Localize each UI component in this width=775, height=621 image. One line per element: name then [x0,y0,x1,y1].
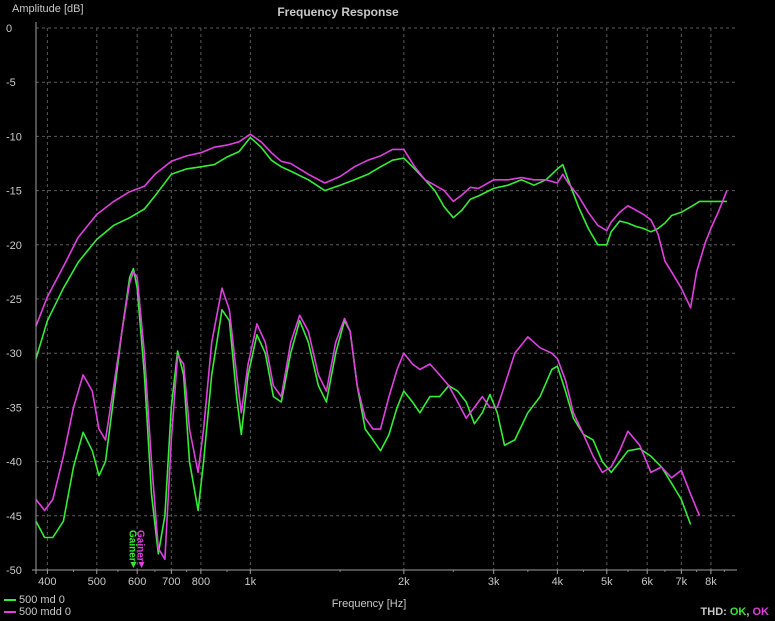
curves [35,133,728,560]
chart-title: Frequency Response [277,5,399,19]
x-tick-label: 500 [88,576,106,588]
legend-swatch-md [4,599,16,601]
x-axis-label: Frequency [Hz] [332,598,407,610]
x-tick-label: 2k [398,576,410,588]
x-tick-label: 8k [705,576,717,588]
annotation-label: Gainer [126,530,137,562]
x-tick-label: 4k [552,576,564,588]
y-axis-label: Amplitude [dB] [12,3,84,15]
y-tick-label: 0 [6,23,12,35]
y-tick-label: -30 [6,348,22,360]
legend: 500 md 0 500 mdd 0 [4,594,71,618]
y-tick-label: -35 [6,402,22,414]
legend-label-mdd: 500 mdd 0 [19,606,71,618]
y-tick-label: -15 [6,186,22,198]
series-line-1 [35,133,728,327]
x-tick-label: 400 [38,576,56,588]
thd-comma: , [746,606,753,618]
thd-label: THD: [700,606,727,618]
y-tick-label: -25 [6,294,22,306]
thd-ok-md: OK [729,606,747,618]
axes [32,22,737,574]
thd-ok-mdd: OK [752,606,770,618]
series-line-2 [35,267,692,555]
x-tick-label: 3k [488,576,500,588]
x-tick-label: 5k [601,576,613,588]
y-tick-label: -5 [6,77,16,89]
y-tick-label: -40 [6,457,22,469]
y-tick-label: -45 [6,511,22,523]
legend-swatch-mdd [4,611,16,613]
y-tick-label: -20 [6,240,22,252]
x-tick-label: 800 [192,576,210,588]
series-line-0 [35,136,727,359]
legend-label-md: 500 md 0 [19,594,65,606]
y-tick-label: -50 [6,565,22,577]
x-tick-label: 6k [641,576,653,588]
y-tick-label: -10 [6,131,22,143]
series-line-3 [35,271,701,560]
annotation-label: Gainer [135,530,146,562]
tick-labels: 0 -5 -10 -15 -20 -25 -30 -35 -40 -45 -50 400 500 600 7… [6,23,717,588]
x-tick-label: 700 [162,576,180,588]
legend-entry-md: 500 md 0 [4,594,71,606]
annotation-marker [130,562,137,568]
thd-status: THD: OK, OK [701,606,769,618]
legend-entry-mdd: 500 mdd 0 [4,606,71,618]
x-tick-label: 600 [128,576,146,588]
x-tick-label: 1k [245,576,257,588]
x-tick-label: 7k [676,576,688,588]
annotation-marker [138,562,145,568]
